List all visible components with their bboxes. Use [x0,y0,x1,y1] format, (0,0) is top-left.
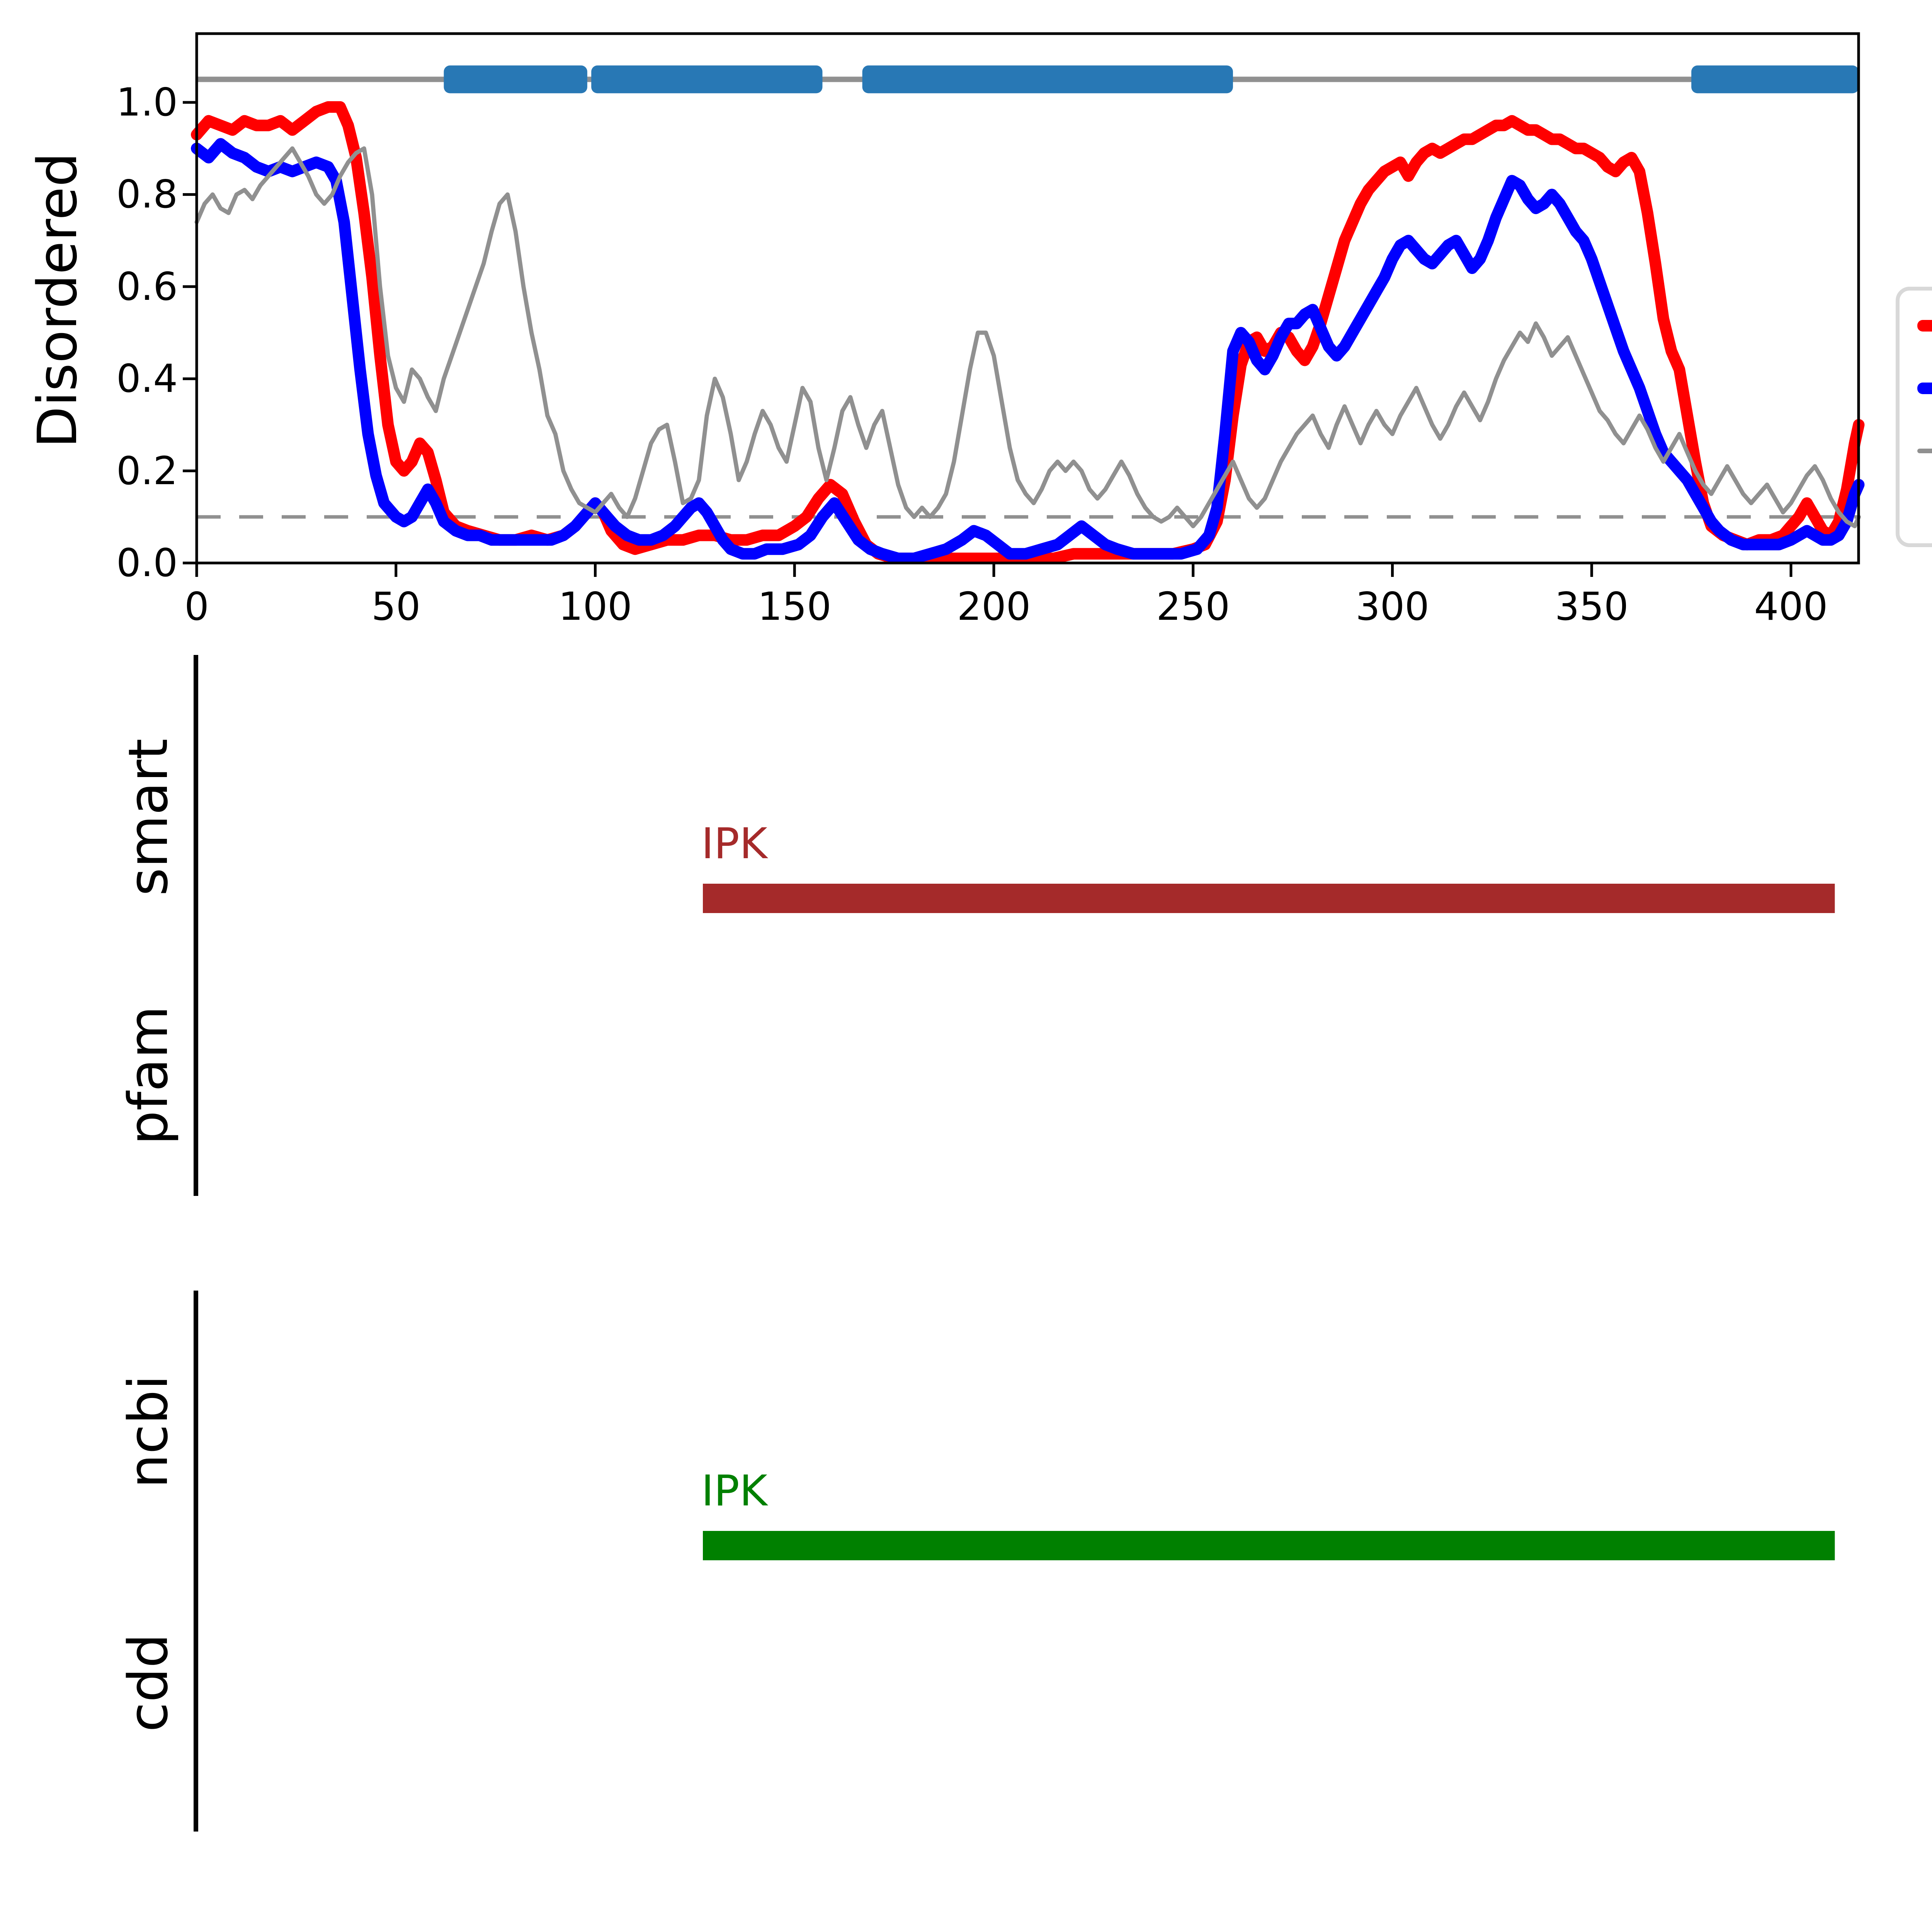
disorder-ylabel: Disordered [26,152,89,448]
series-iupred [194,146,1861,529]
domain-bar-smart [703,884,1835,913]
legend: disopred spot-d iupred ordered region [1896,287,1932,547]
y-tick-label: 0.2 [116,448,178,493]
x-tick-label: 350 [1554,584,1629,629]
ordered-region-bar [1691,65,1859,94]
smart-domain-label: IPK [701,819,767,868]
ordered-region-bar [444,65,587,94]
y-tick-label: 0.0 [116,540,178,585]
legend-item-disopred: disopred [1900,294,1932,357]
y-tick-label: 0.4 [116,356,178,401]
x-tick-label: 0 [184,584,209,629]
y-tick-label: 1.0 [116,80,178,125]
y-tick-label: 0.8 [116,172,178,217]
x-tick-label: 100 [558,584,632,629]
domain-bar-ncbi [703,1531,1835,1560]
track-label-cdd: cdd [117,1633,180,1732]
ordered-region-bar [862,65,1233,94]
y-tick-label: 0.6 [116,264,178,309]
x-tick-label: 150 [757,584,832,629]
ncbi-domain-label: IPK [701,1466,767,1515]
blue-square-icon [1917,491,1932,536]
ordered-region-bar [591,65,823,94]
legend-item-spotd: spot-d [1900,357,1932,420]
x-tick-label: 400 [1754,584,1828,629]
gray-line-icon [1917,449,1932,453]
x-tick-label: 250 [1156,584,1230,629]
legend-item-ordered-region: ordered region [1900,482,1932,545]
series-spot-d [191,138,1865,565]
x-tick-label: 200 [957,584,1031,629]
series-disopred [191,101,1865,565]
red-line-icon [1917,320,1932,332]
blue-line-icon [1917,383,1932,394]
x-tick-label: 50 [371,584,421,629]
track-label-pfam: pfam [117,1005,180,1145]
track-label-ss: SS [120,1913,178,1932]
legend-item-iupred: iupred [1900,420,1932,482]
x-tick-label: 300 [1355,584,1429,629]
